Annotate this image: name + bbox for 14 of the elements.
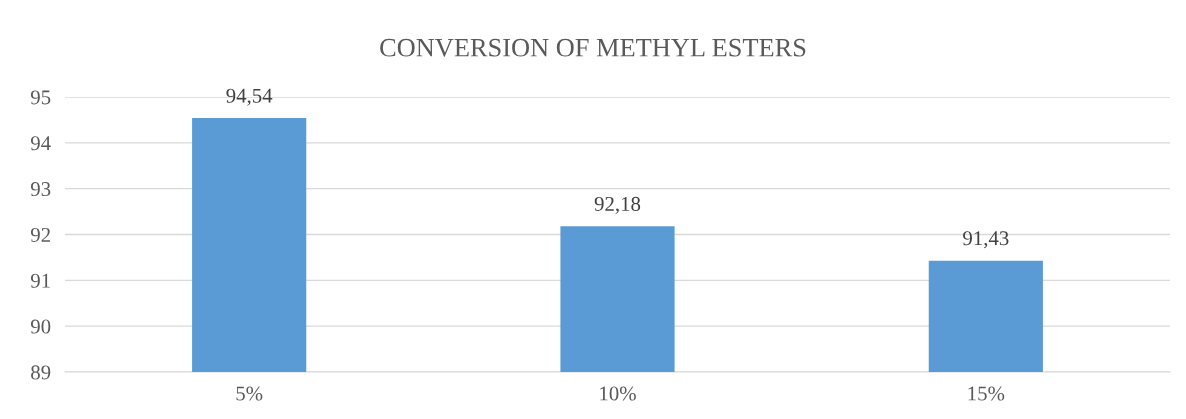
y-tick-label: 91 (30, 273, 50, 288)
chart-title: CONVERSION OF METHYL ESTERS (380, 38, 806, 57)
x-tick-label: 15% (968, 386, 1005, 401)
y-tick-label: 93 (30, 182, 51, 197)
x-tick-label: 5% (236, 386, 263, 401)
y-tick-label: 92 (30, 227, 50, 242)
y-tick-label: 90 (30, 319, 51, 334)
data-label: 91,43 (963, 231, 1009, 249)
data-label: 94,54 (226, 88, 273, 106)
data-label: 92,18 (594, 196, 641, 214)
y-tick-label: 94 (30, 136, 51, 151)
y-tick-label: 89 (31, 365, 51, 380)
y-tick-label: 95 (30, 90, 51, 105)
x-tick-label: 10% (600, 386, 636, 401)
